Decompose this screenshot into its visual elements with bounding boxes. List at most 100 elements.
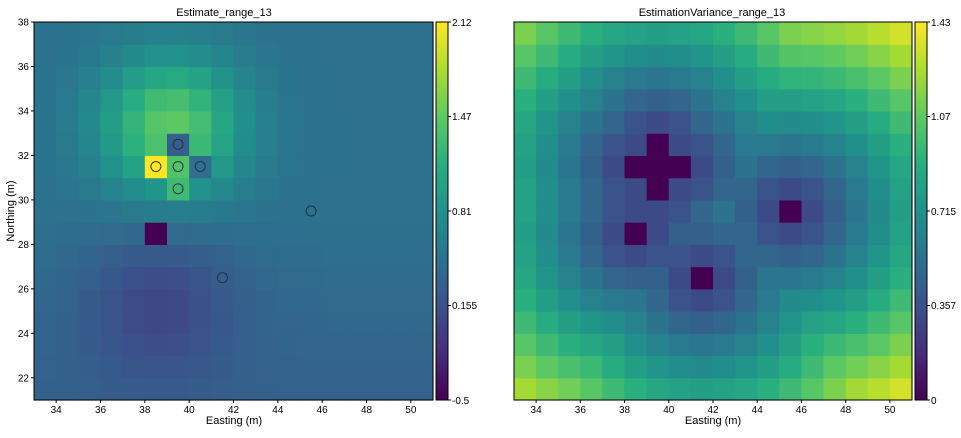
variance-cell bbox=[668, 177, 692, 201]
estimate-cell bbox=[233, 244, 257, 268]
variance-cell bbox=[801, 355, 825, 379]
variance-colorbar-label: 0.715 bbox=[931, 207, 956, 218]
estimate-cell bbox=[366, 66, 390, 90]
variance-cell bbox=[867, 244, 891, 268]
sample-marker bbox=[194, 161, 206, 172]
estimate-cell bbox=[255, 222, 279, 245]
variance-cell bbox=[845, 22, 869, 45]
variance-cell bbox=[845, 110, 869, 134]
variance-cell bbox=[801, 333, 825, 357]
estimate-cell bbox=[277, 133, 301, 157]
variance-cell bbox=[558, 266, 581, 290]
estimate-cell bbox=[410, 44, 434, 68]
estimate-cell bbox=[34, 222, 57, 245]
estimate-cell bbox=[78, 288, 102, 312]
variance-colorbar-label: 1.43 bbox=[931, 18, 951, 29]
estimate-cell bbox=[366, 244, 390, 268]
estimate-cell bbox=[410, 244, 434, 268]
estimate-cell bbox=[277, 199, 301, 223]
estimate-cell bbox=[78, 44, 102, 68]
estimate-colorbar bbox=[435, 21, 449, 401]
estimate-cell bbox=[78, 222, 102, 245]
variance-cell bbox=[867, 199, 891, 223]
variance-cell bbox=[558, 155, 581, 179]
estimate-cell bbox=[300, 222, 323, 245]
estimate-cell bbox=[211, 88, 235, 112]
variance-cell bbox=[779, 199, 803, 223]
estimate-cell bbox=[344, 355, 368, 379]
variance-cell bbox=[889, 222, 913, 245]
variance-cell bbox=[514, 110, 537, 134]
variance-cell bbox=[867, 177, 891, 201]
estimate-cell bbox=[189, 66, 212, 90]
variance-cell bbox=[602, 66, 626, 90]
estimate-y-tick-label: 36 bbox=[18, 62, 30, 73]
estimate-cell bbox=[277, 244, 301, 268]
variance-cell bbox=[845, 266, 869, 290]
variance-cell bbox=[580, 377, 604, 401]
variance-cell bbox=[735, 266, 758, 290]
variance-cell bbox=[713, 222, 736, 245]
variance-cell bbox=[757, 333, 780, 357]
variance-cell bbox=[514, 177, 537, 201]
estimate-x-tick-label: 42 bbox=[228, 405, 240, 416]
variance-cell bbox=[624, 110, 648, 134]
estimate-cell bbox=[56, 177, 79, 201]
estimate-cell bbox=[189, 377, 212, 401]
estimate-cell bbox=[322, 333, 345, 357]
variance-cell bbox=[889, 22, 913, 45]
estimate-cell bbox=[78, 266, 102, 290]
estimate-cell bbox=[322, 177, 345, 201]
estimate-cell bbox=[211, 66, 235, 90]
estimate-cell bbox=[34, 288, 57, 312]
estimate-cell bbox=[233, 155, 257, 179]
estimate-cell bbox=[78, 355, 102, 379]
estimate-cell bbox=[410, 133, 434, 157]
estimate-colorbar-label: 0.81 bbox=[452, 207, 472, 218]
variance-cell bbox=[558, 355, 581, 379]
variance-x-axis-label: Easting (m) bbox=[685, 415, 741, 427]
estimate-cell bbox=[255, 377, 279, 401]
variance-cell bbox=[867, 44, 891, 68]
variance-cell bbox=[889, 355, 913, 379]
variance-cell bbox=[757, 199, 780, 223]
estimate-cell bbox=[277, 355, 301, 379]
variance-cell bbox=[713, 311, 736, 334]
estimate-cell bbox=[255, 88, 279, 112]
estimate-cell bbox=[56, 244, 79, 268]
variance-cell bbox=[713, 377, 736, 401]
variance-cell bbox=[558, 22, 581, 45]
estimate-cell bbox=[211, 355, 235, 379]
variance-cell bbox=[514, 333, 537, 357]
estimate-cell bbox=[344, 377, 368, 401]
estimate-cell bbox=[144, 222, 168, 245]
estimate-cell bbox=[122, 177, 146, 201]
variance-cell bbox=[757, 110, 780, 134]
estimate-cell bbox=[300, 266, 323, 290]
estimate-cell bbox=[255, 311, 279, 334]
variance-cell bbox=[690, 222, 714, 245]
estimate-cell bbox=[344, 44, 368, 68]
variance-x-tick-label: 36 bbox=[575, 405, 587, 416]
estimate-cell bbox=[211, 110, 235, 134]
estimate-cell bbox=[122, 44, 146, 68]
variance-cell bbox=[735, 199, 758, 223]
estimate-cell bbox=[388, 266, 412, 290]
variance-cell bbox=[514, 377, 537, 401]
estimate-cell bbox=[277, 155, 301, 179]
variance-cell bbox=[580, 355, 604, 379]
variance-cell bbox=[801, 88, 825, 112]
estimate-cell bbox=[322, 133, 345, 157]
estimate-cell bbox=[211, 133, 235, 157]
estimate-cell bbox=[410, 355, 434, 379]
estimate-cell bbox=[34, 133, 57, 157]
estimate-cell bbox=[211, 333, 235, 357]
estimate-cell bbox=[300, 88, 323, 112]
estimate-cell bbox=[144, 311, 168, 334]
variance-cell bbox=[514, 244, 537, 268]
variance-cell bbox=[646, 155, 670, 179]
variance-cell bbox=[757, 244, 780, 268]
estimate-y-tick-label: 38 bbox=[18, 18, 30, 29]
variance-cell bbox=[713, 333, 736, 357]
variance-cell bbox=[624, 66, 648, 90]
